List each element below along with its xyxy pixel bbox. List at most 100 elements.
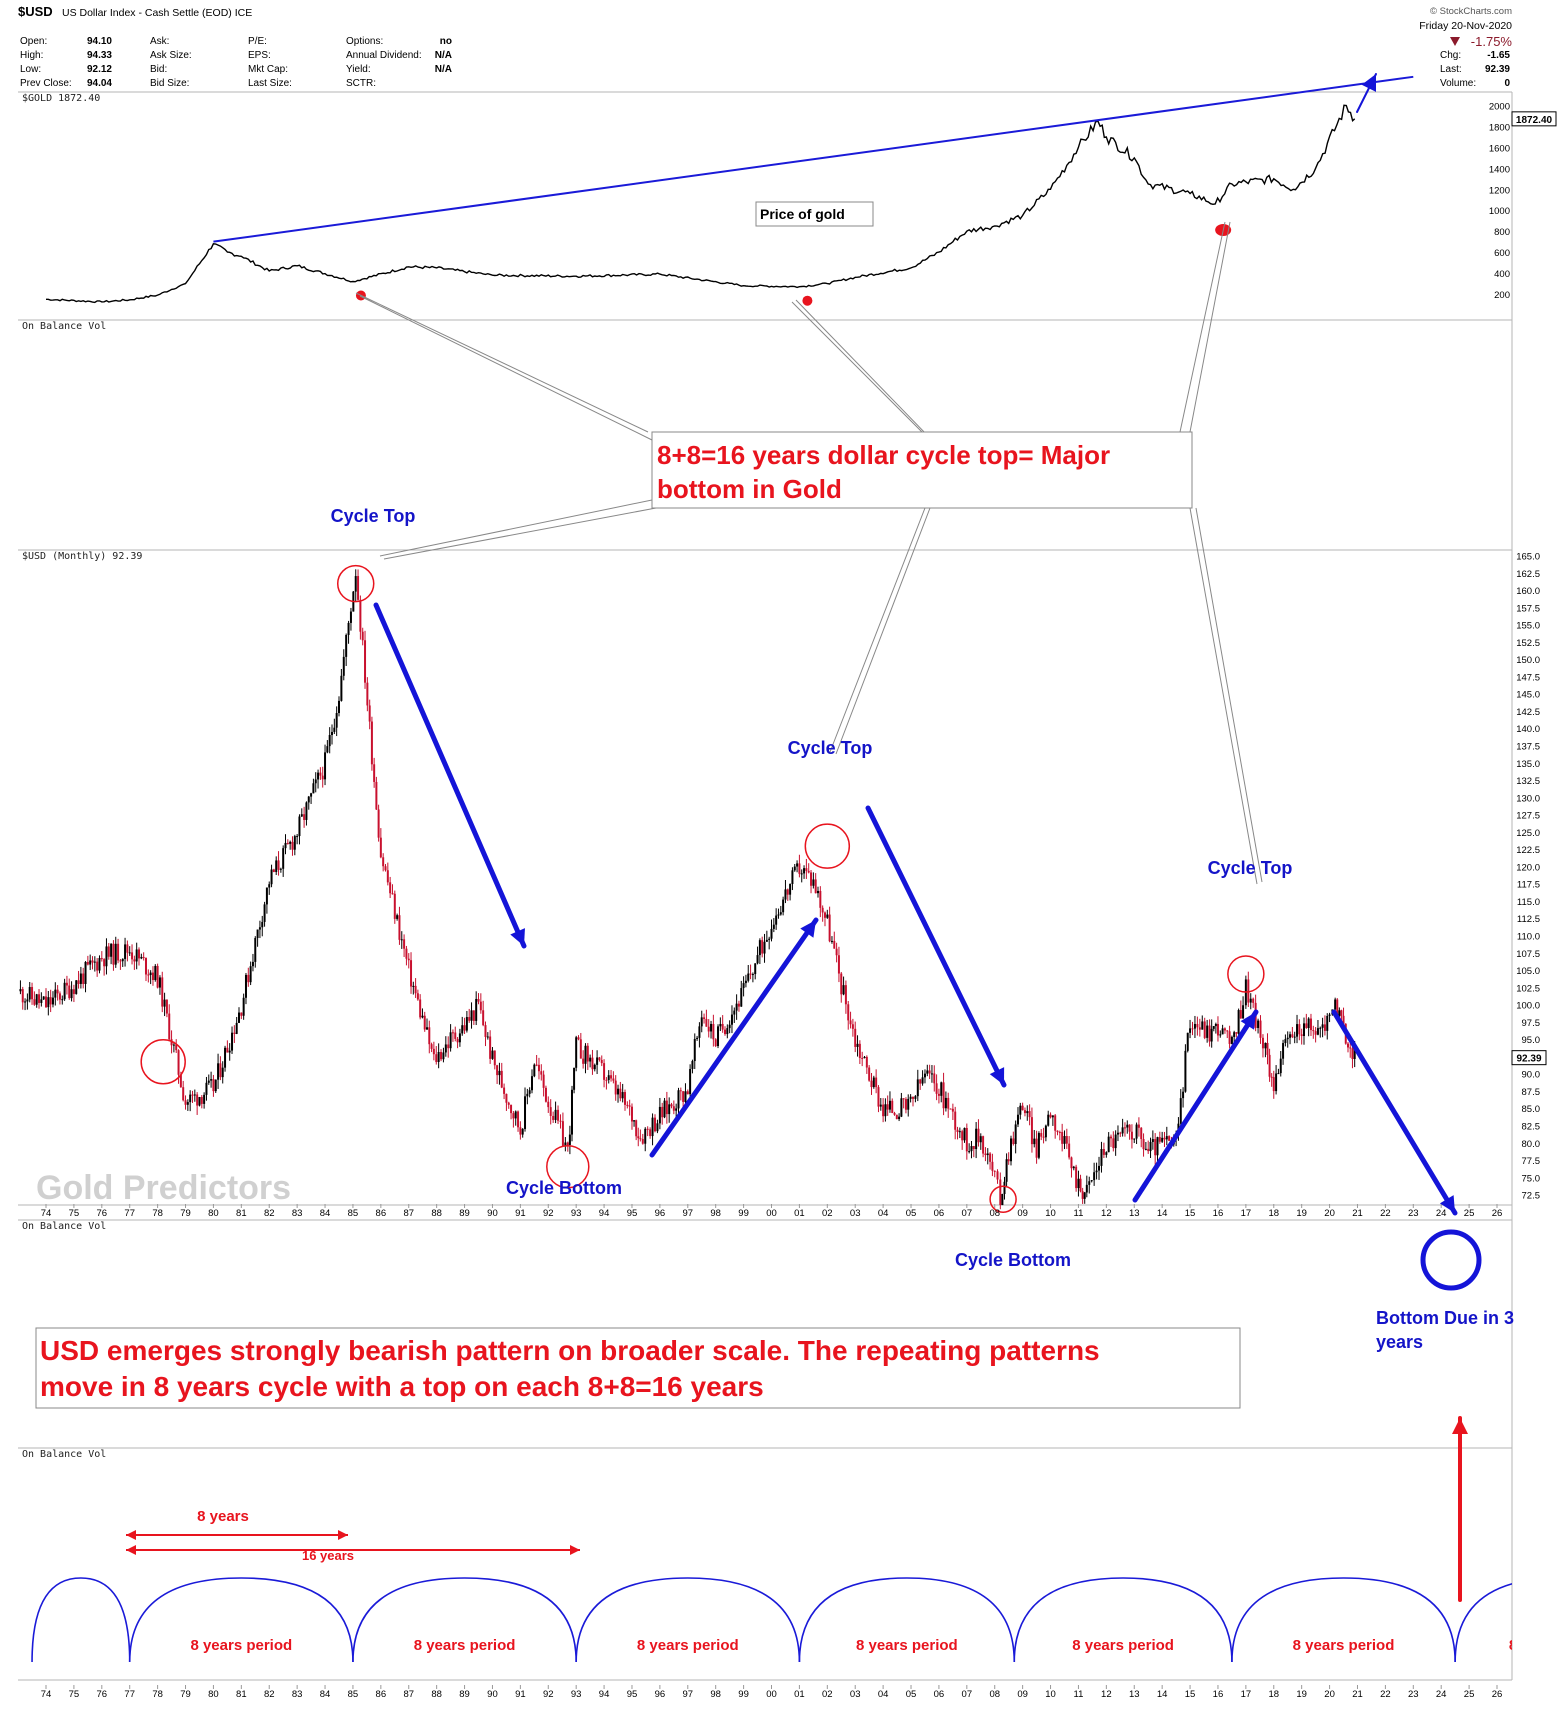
usd-candle [335, 706, 338, 737]
x-tick-label: 24 [1436, 1689, 1447, 1700]
usd-candle-body [68, 985, 71, 999]
usd-candle-body [756, 955, 759, 964]
usd-candle [1247, 971, 1250, 1007]
usd-candle [444, 1036, 447, 1057]
usd-candle-body [1056, 1130, 1059, 1132]
x-tick-label: 94 [599, 1689, 610, 1700]
usd-candle-body [900, 1098, 903, 1117]
usd-candle-body [1351, 1048, 1354, 1059]
x-tick-label: 90 [487, 1689, 498, 1700]
bottom-due-line-2: years [1376, 1332, 1423, 1352]
usd-candle [203, 1092, 206, 1109]
usd-candle-body [1219, 1034, 1222, 1036]
usd-candle [735, 994, 738, 1020]
usd-candle [772, 918, 775, 933]
usd-candle-body [710, 1023, 713, 1032]
x-tick-label: 06 [934, 1689, 945, 1700]
usd-candle [579, 1032, 582, 1059]
usd-candle [805, 858, 808, 879]
usd-candle [221, 1061, 224, 1084]
usd-candle [268, 881, 271, 895]
usd-candle [898, 1113, 901, 1122]
usd-candle [224, 1045, 227, 1072]
quote-right-label: Volume: [1440, 78, 1476, 89]
usd-candle-body [1065, 1136, 1068, 1144]
trend-arrow-head [1439, 1195, 1455, 1213]
usd-candle [151, 966, 154, 986]
usd-candle-body [654, 1117, 657, 1132]
usd-candle [879, 1098, 882, 1111]
usd-candle-body [368, 705, 371, 722]
usd-candle [31, 982, 34, 1005]
usd-candle [279, 867, 282, 873]
usd-candle [557, 1105, 560, 1124]
usd-candle-body [844, 985, 847, 1005]
usd-candle-body [605, 1079, 608, 1081]
usd-candle-body [1016, 1114, 1019, 1125]
usd-candle [247, 967, 250, 987]
usd-candle-body [923, 1073, 926, 1078]
usd-candle-body [158, 977, 161, 988]
usd-candle-body [384, 866, 387, 871]
quote-label: Yield: [346, 64, 371, 75]
usd-candle [498, 1062, 501, 1085]
usd-candle-body [244, 974, 247, 998]
usd-candle [493, 1050, 496, 1070]
x-tick-label: 82 [264, 1208, 275, 1219]
usd-candle [1223, 1027, 1226, 1034]
usd-candle [851, 1018, 854, 1037]
usd-candle-body [484, 1025, 487, 1037]
usd-candle [447, 1036, 450, 1058]
usd-candle [1035, 1130, 1038, 1164]
usd-candle-body [519, 1127, 522, 1135]
usd-candle-body [35, 994, 38, 1005]
usd-candle-body [131, 952, 134, 960]
quote-label: Annual Dividend: [346, 50, 422, 61]
usd-candle [868, 1065, 871, 1082]
x-tick-label: 82 [264, 1689, 275, 1700]
usd-candle-body [1161, 1137, 1164, 1142]
x-tick-label: 78 [152, 1689, 163, 1700]
usd-candle-body [600, 1059, 603, 1064]
usd-candle-body [573, 1067, 576, 1090]
usd-candle-body [557, 1109, 560, 1121]
usd-candle [840, 971, 843, 1003]
usd-candle [1275, 1065, 1278, 1095]
brand: © StockCharts.com [1430, 6, 1512, 17]
usd-candle-body [170, 1039, 173, 1046]
usd-candle-body [84, 961, 87, 984]
usd-candle [1093, 1162, 1096, 1186]
usd-candle-body [1237, 1010, 1240, 1034]
usd-candle [749, 964, 752, 980]
usd-candle [228, 1043, 231, 1061]
usd-candle [454, 1026, 457, 1042]
usd-last-tag: 92.39 [1516, 1054, 1541, 1065]
gold-last-tag: 1872.40 [1516, 115, 1553, 126]
usd-candle [149, 970, 152, 985]
usd-candle [1261, 1034, 1264, 1058]
gold-y-tick-label: 200 [1494, 290, 1510, 301]
usd-candle-body [19, 989, 22, 992]
x-tick-label: 76 [97, 1208, 108, 1219]
usd-candle [1191, 1021, 1194, 1036]
usd-candle-body [151, 972, 154, 980]
x-tick-label: 23 [1408, 1689, 1419, 1700]
usd-candle [1005, 1153, 1008, 1188]
usd-candle [1298, 1019, 1301, 1041]
usd-candle [512, 1111, 515, 1128]
usd-candle [747, 964, 750, 983]
quote-label: Low: [20, 64, 41, 75]
usd-candle [603, 1059, 606, 1088]
usd-candle [1206, 1019, 1209, 1043]
period-label: 8 years period [1072, 1637, 1174, 1654]
usd-candle [242, 993, 245, 1020]
usd-candle [954, 1106, 957, 1140]
cycle-arc [128, 1577, 354, 1663]
usd-candle-body [577, 1037, 580, 1040]
usd-candle-body [1286, 1037, 1289, 1040]
usd-candle [1226, 1030, 1229, 1039]
bearish-note-line-2: move in 8 years cycle with a top on each… [40, 1371, 764, 1402]
usd-candle [564, 1137, 567, 1152]
usd-candle-body [1149, 1141, 1152, 1152]
usd-candle [423, 1011, 426, 1032]
